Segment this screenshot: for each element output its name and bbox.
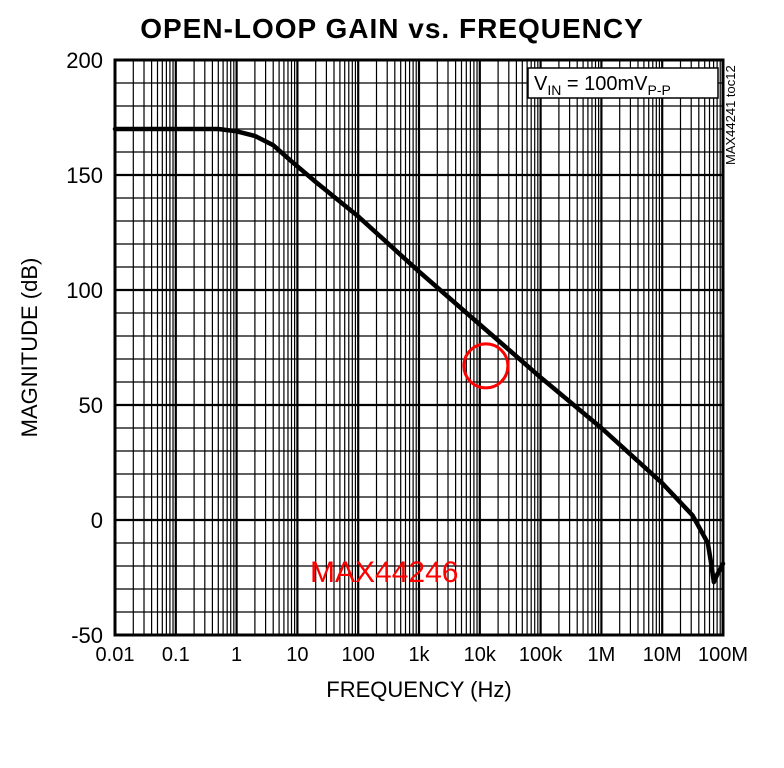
svg-text:200: 200 (66, 48, 103, 73)
svg-text:MAGNITUDE (dB): MAGNITUDE (dB) (17, 258, 42, 438)
svg-text:1k: 1k (408, 644, 430, 666)
svg-text:MAX44246: MAX44246 (310, 556, 458, 589)
svg-text:1M: 1M (588, 644, 616, 666)
svg-text:0.1: 0.1 (162, 644, 190, 666)
svg-text:150: 150 (66, 163, 103, 188)
svg-text:10k: 10k (464, 644, 497, 666)
svg-text:MAX44241 toc12: MAX44241 toc12 (723, 65, 738, 165)
svg-text:10M: 10M (643, 644, 682, 666)
svg-text:50: 50 (79, 393, 103, 418)
svg-text:1: 1 (231, 644, 242, 666)
svg-text:100: 100 (342, 644, 375, 666)
chart-svg: OPEN-LOOP GAIN vs. FREQUENCY-50050100150… (0, 0, 784, 768)
svg-text:OPEN-LOOP GAIN vs. FREQUENCY: OPEN-LOOP GAIN vs. FREQUENCY (140, 13, 644, 44)
svg-text:100M: 100M (698, 644, 748, 666)
svg-text:0: 0 (91, 508, 103, 533)
chart-container: { "chart": { "type": "line", "title": "O… (0, 0, 784, 768)
svg-text:100: 100 (66, 278, 103, 303)
svg-text:10: 10 (286, 644, 308, 666)
svg-text:100k: 100k (519, 644, 563, 666)
svg-text:FREQUENCY (Hz): FREQUENCY (Hz) (326, 677, 511, 702)
svg-text:0.01: 0.01 (96, 644, 135, 666)
